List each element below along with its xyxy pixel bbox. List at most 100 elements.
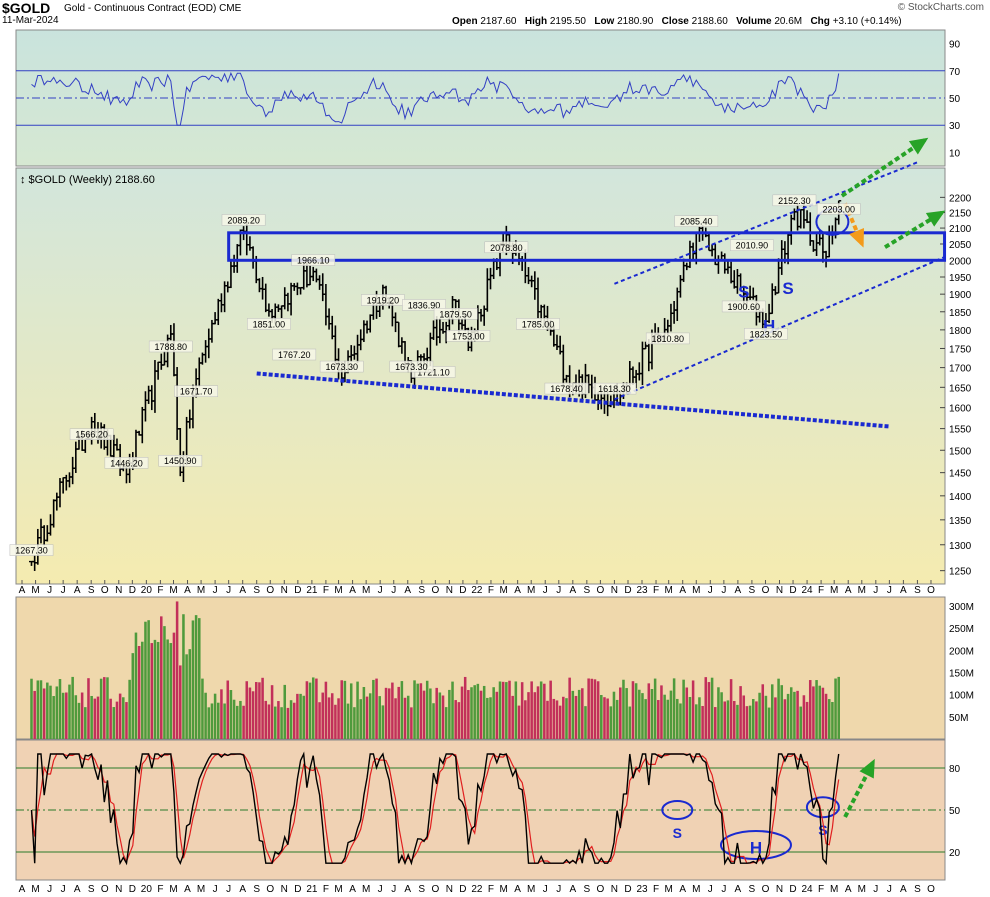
volume-bar [467,690,470,739]
month-label-bottom: A [569,884,576,895]
volume-bar [134,632,138,739]
rsi-indicator [31,71,840,126]
volume-bar [593,679,597,739]
stoch-head-ellipse [719,830,792,860]
volume-bar [704,677,708,739]
stoch-pattern-label: S [673,825,682,841]
price-tick-label: 1250 [949,567,972,578]
green-arrow-up-head [908,137,929,155]
price-tick-label: 1300 [949,541,972,552]
price-legend: ↕ $GOLD (Weekly) 2188.60 [20,174,155,186]
volume-bar [482,685,486,739]
month-label-bottom: J [61,884,66,895]
volume-bar [144,621,147,739]
volume-bar [356,681,359,739]
month-label: A [569,585,576,596]
month-label-bottom: M [527,884,535,895]
volume-bar [163,626,166,739]
volume-bar [213,693,217,739]
month-label-bottom: N [446,884,453,895]
month-label-bottom: J [556,884,561,895]
volume-bar [818,685,821,739]
month-label: N [115,585,122,596]
low-value: 2180.90 [617,16,654,27]
volume-bar [403,697,407,739]
volume-tick-label: 100M [949,691,974,702]
month-label: D [789,585,796,596]
volume-bar [571,690,575,739]
volume-bar [729,679,733,739]
volume-tick-label: 300M [949,602,974,613]
stockcharts-brand[interactable]: © StockCharts.com [897,2,984,13]
data-label: 1785.00 [522,319,555,329]
volume-bar [435,687,438,739]
volume-bar [61,692,65,739]
volume-bar [270,685,274,739]
month-label: 24 [802,585,814,596]
volume-bar [239,700,242,739]
volume-bar [511,695,514,739]
volume-bar [783,699,787,739]
volume-bar [685,687,689,739]
data-label: 1810.80 [652,334,685,344]
data-label-box [221,214,266,226]
volume-bar [74,695,78,739]
volume-bar [258,682,261,739]
month-label: S [88,585,95,596]
month-label-bottom: A [679,884,686,895]
volume-bar [242,705,245,739]
volume-bar [324,681,328,739]
month-label: J [556,585,561,596]
volume-bar [764,695,768,739]
volume-bar [672,678,676,739]
volume-bar [36,680,40,739]
month-label: M [197,585,205,596]
volume-bar [524,700,527,739]
volume-bar [609,706,613,739]
data-label: 1851.00 [253,319,286,329]
price-tick-label: 2150 [949,209,972,220]
volume-bar [527,692,530,739]
volume-bar [400,681,404,739]
month-label-bottom: O [431,884,439,895]
month-label-bottom: S [914,884,921,895]
month-label: A [239,585,246,596]
month-label-bottom: S [88,884,95,895]
data-label-box [402,299,446,311]
volume-bar [555,700,559,739]
volume-bar [147,620,150,739]
hs-pattern-label: S [738,283,749,302]
volume-bar [131,653,135,739]
volume-bar [198,618,201,739]
volume-bar [334,704,337,739]
volume-bar [549,680,552,739]
month-label: 23 [636,585,648,596]
volume-bar [384,687,388,739]
channel-lower-line [614,256,945,401]
price-tick-label: 1400 [949,492,972,503]
volume-bar [337,698,340,739]
volume-bar [365,696,369,739]
month-label: M [362,585,370,596]
volume-bar [106,677,109,739]
volume-bar [720,692,723,739]
month-label: A [514,585,521,596]
volume-bar [381,705,385,739]
month-label: A [735,585,742,596]
month-label: A [19,585,26,596]
month-label: M [31,585,39,596]
month-label: D [624,585,631,596]
volume-bar [761,684,765,739]
volume-bar [577,689,581,739]
volume-bar [416,683,419,739]
volume-bar [717,687,720,739]
volume-bar [736,704,739,739]
month-label: N [446,585,453,596]
stoch-pattern-label: S [818,822,827,838]
volume-bar [80,692,84,739]
volume-bar [745,706,749,739]
month-label: A [679,585,686,596]
volume-bar [508,680,511,739]
volume-bar [368,693,372,739]
volume-value: 20.6M [774,16,803,27]
